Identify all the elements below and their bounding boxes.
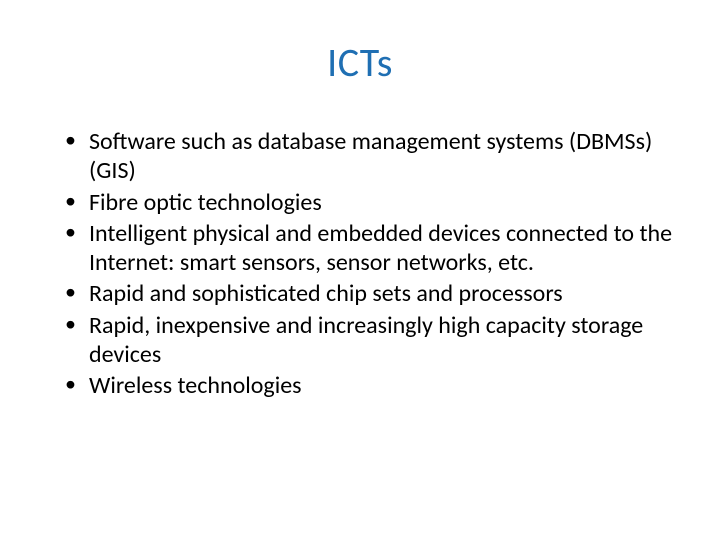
- list-item: Software such as database management sys…: [65, 127, 675, 186]
- list-item: Rapid, inexpensive and increasingly high…: [65, 311, 675, 370]
- list-item: Fibre optic technologies: [65, 188, 675, 217]
- slide: ICTs Software such as database managemen…: [0, 0, 720, 540]
- bullet-list: Software such as database management sys…: [45, 127, 675, 400]
- slide-title: ICTs: [45, 38, 675, 87]
- list-item: Wireless technologies: [65, 371, 675, 400]
- list-item: Intelligent physical and embedded device…: [65, 219, 675, 278]
- list-item: Rapid and sophisticated chip sets and pr…: [65, 279, 675, 308]
